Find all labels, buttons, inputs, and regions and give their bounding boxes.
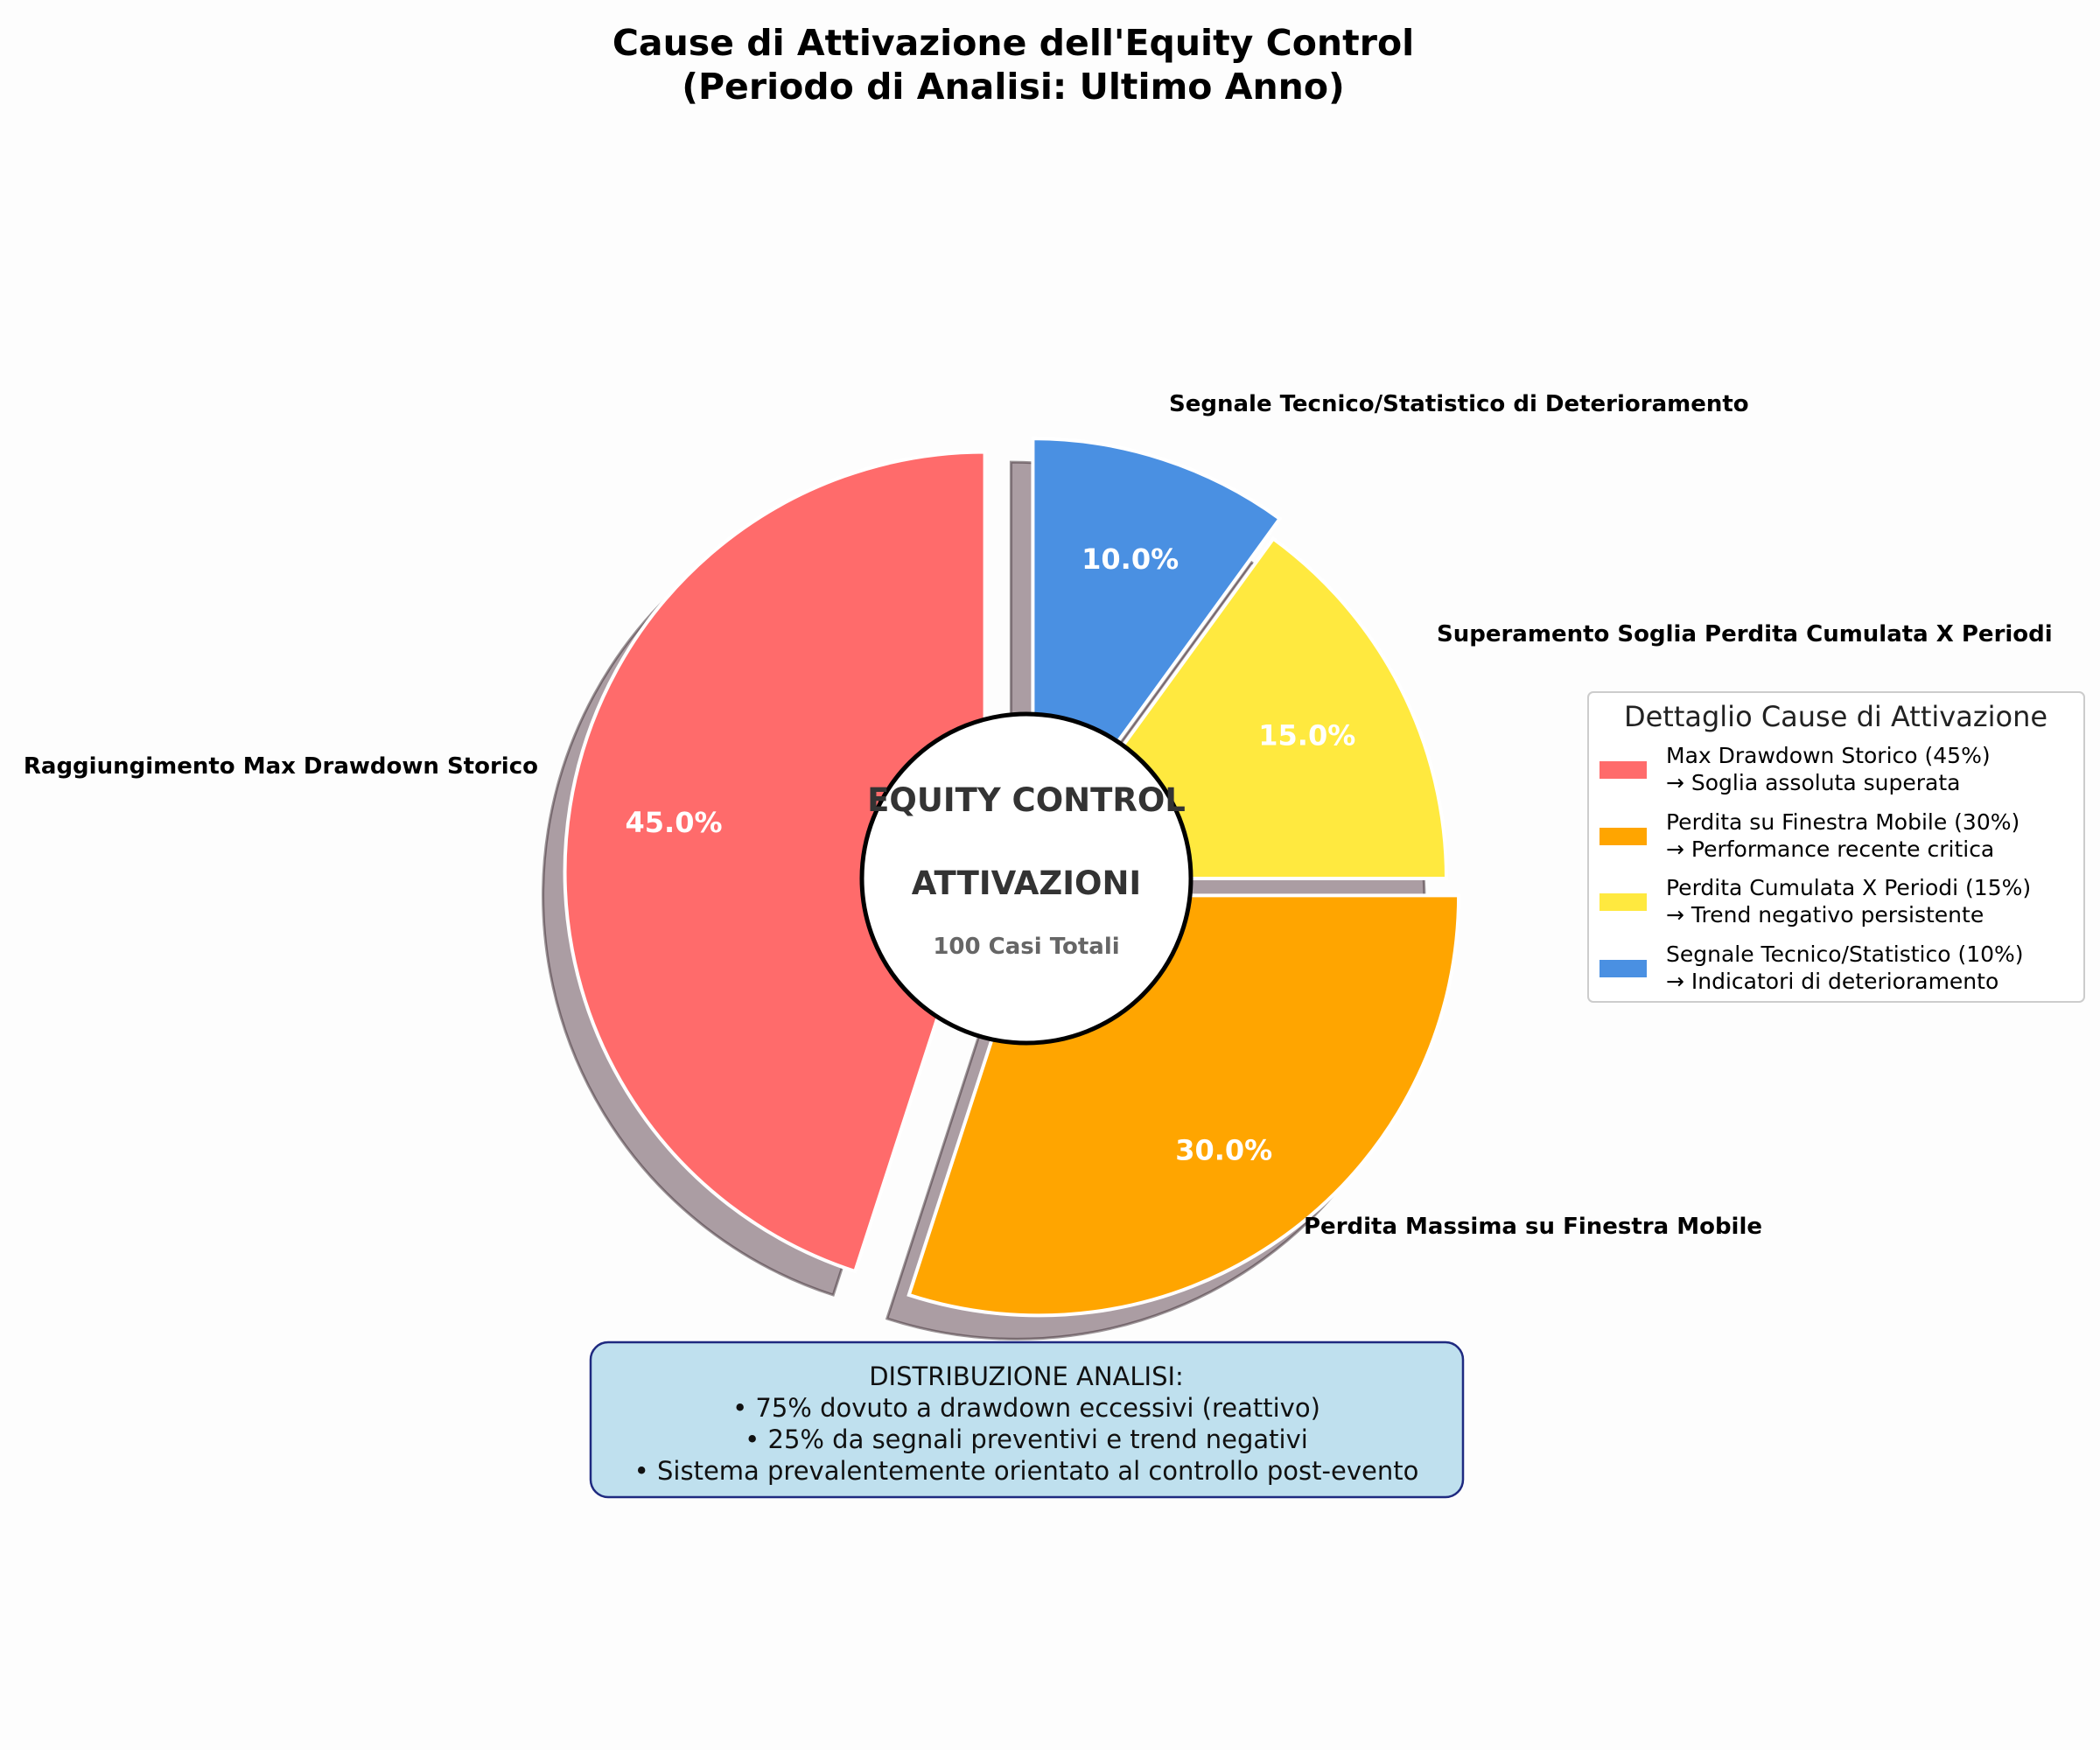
slice-max-drawdown (563, 450, 987, 1274)
legend-frame (1587, 691, 2085, 1003)
legend-swatch-1 (1600, 761, 1647, 779)
analysis-note-line-3: • 25% da segnali preventivi e trend nega… (745, 1424, 1308, 1454)
center-badge: EQUITY CONTROL ATTIVAZIONI 100 Casi Tota… (859, 711, 1194, 1046)
chart-title-line-1: Cause di Attivazione dell'Equity Control (612, 22, 1414, 64)
legend: Dettaglio Cause di Attivazione Max Drawd… (1587, 691, 2085, 1003)
percent-labels: 45.0% 30.0% 15.0% 10.0% (626, 542, 1356, 1167)
analysis-note-box (589, 1340, 1465, 1499)
analysis-note-line-4: • Sistema prevalentemente orientato al c… (634, 1456, 1419, 1486)
center-total-cases: 100 Casi Totali (933, 934, 1119, 960)
category-label-max-drawdown: Raggiungimento Max Drawdown Storico (24, 753, 538, 780)
center-title-line-1: EQUITY CONTROL (867, 781, 1186, 819)
legend-entry-1-line-2: → Soglia assoluta superata (1666, 770, 1960, 795)
category-label-perdita-cumulata: Superamento Soglia Perdita Cumulata X Pe… (1437, 621, 2053, 648)
legend-entry-4-line-2: → Indicatori di deterioramento (1666, 969, 1998, 994)
analysis-note-line-2: • 75% dovuto a drawdown eccessivi (reatt… (732, 1393, 1320, 1423)
center-circle (859, 711, 1194, 1046)
analysis-note: DISTRIBUZIONE ANALISI: • 75% dovuto a dr… (589, 1340, 1465, 1499)
category-label-segnale-tecnico: Segnale Tecnico/Statistico di Deterioram… (1169, 391, 1749, 417)
legend-entry-2-line-1: Perdita su Finestra Mobile (30%) (1666, 809, 2020, 835)
legend-entry-4-line-1: Segnale Tecnico/Statistico (10%) (1666, 942, 2024, 967)
chart-title-line-2: (Periodo di Analisi: Ultimo Anno) (682, 66, 1345, 108)
legend-swatch-2 (1600, 828, 1647, 845)
legend-swatch-4 (1600, 960, 1647, 977)
category-label-finestra-mobile: Perdita Massima su Finestra Mobile (1304, 1214, 1762, 1240)
percent-label-finestra-mobile: 30.0% (1175, 1134, 1272, 1167)
legend-entry-2-line-2: → Performance recente critica (1666, 836, 1994, 862)
legend-swatch-3 (1600, 893, 1647, 911)
legend-title: Dettaglio Cause di Attivazione (1624, 700, 2048, 733)
legend-entry-3-line-1: Perdita Cumulata X Periodi (15%) (1666, 875, 2031, 900)
analysis-note-line-1: DISTRIBUZIONE ANALISI: (869, 1362, 1184, 1391)
percent-label-perdita-cumulata: 15.0% (1258, 719, 1355, 752)
legend-entry-1-line-1: Max Drawdown Storico (45%) (1666, 743, 1991, 768)
legend-entry-3-line-2: → Trend negativo persistente (1666, 902, 1984, 928)
percent-label-max-drawdown: 45.0% (626, 806, 723, 839)
category-labels: Raggiungimento Max Drawdown Storico Perdi… (24, 391, 2053, 1240)
center-title-line-2: ATTIVAZIONI (912, 864, 1141, 902)
percent-label-segnale-tecnico: 10.0% (1082, 542, 1179, 576)
